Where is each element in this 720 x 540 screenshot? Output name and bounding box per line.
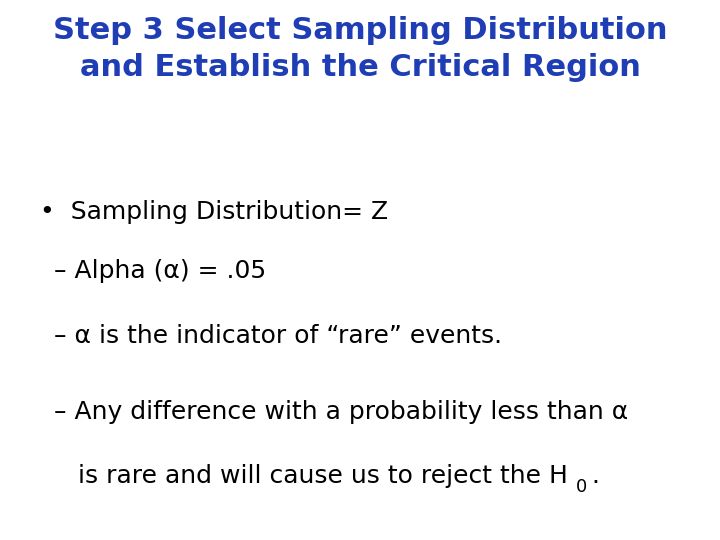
Text: – α is the indicator of “rare” events.: – α is the indicator of “rare” events. [54,324,502,348]
Text: is rare and will cause us to reject the H: is rare and will cause us to reject the … [54,464,568,488]
Text: 0: 0 [576,478,588,496]
Text: – Alpha (α) = .05: – Alpha (α) = .05 [54,259,266,283]
Text: •  Sampling Distribution= Z: • Sampling Distribution= Z [40,200,388,224]
Text: .: . [592,464,600,488]
Text: Step 3 Select Sampling Distribution
and Establish the Critical Region: Step 3 Select Sampling Distribution and … [53,16,667,82]
Text: – Any difference with a probability less than α: – Any difference with a probability less… [54,400,629,423]
